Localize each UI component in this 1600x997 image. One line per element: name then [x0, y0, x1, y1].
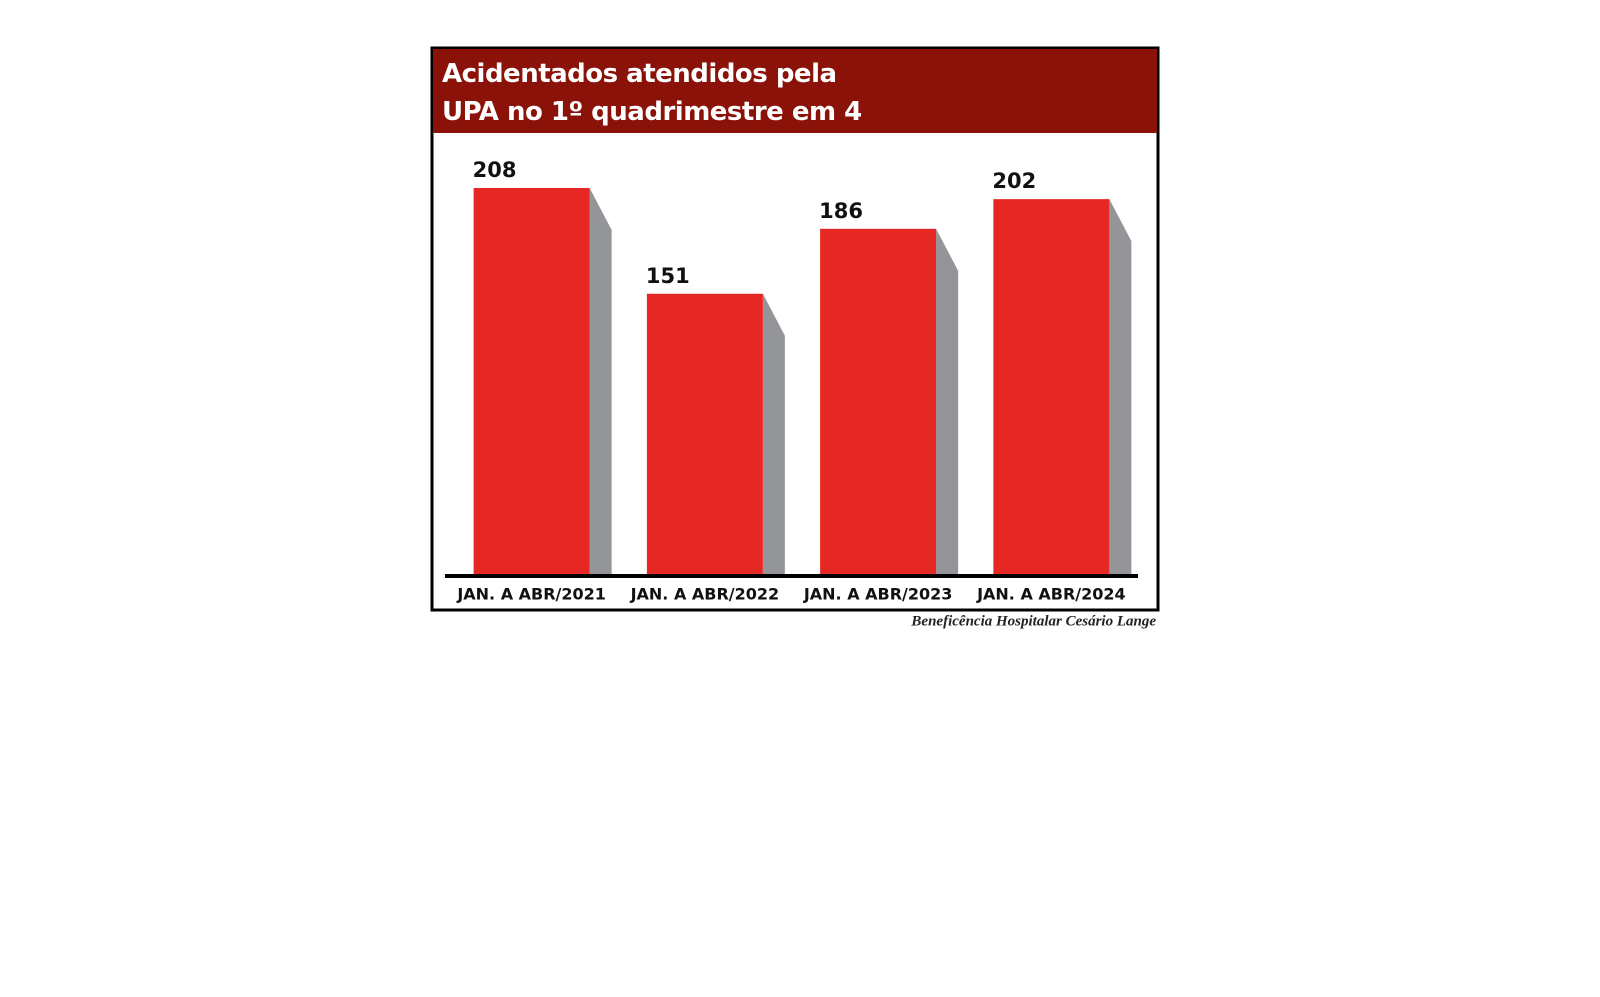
value-label: 202 [992, 169, 1036, 193]
x-tick-label: JAN. A ABR/2024 [976, 585, 1126, 604]
value-label: 208 [473, 158, 517, 182]
header-band [433, 49, 1157, 133]
bar-shadow [936, 228, 959, 575]
x-tick-label: JAN. A ABR/2021 [456, 585, 606, 604]
x-tick-label: JAN. A ABR/2023 [803, 585, 953, 604]
bar-shadow [1109, 199, 1132, 574]
bar-shadow [589, 188, 612, 574]
bar-shadow [762, 293, 785, 574]
chart-title: Acidentados atendidos pela UPA no 1º qua… [442, 59, 862, 165]
value-label: 186 [819, 199, 863, 223]
x-tick-label: JAN. A ABR/2022 [630, 585, 780, 604]
bar [993, 199, 1110, 574]
bar [646, 293, 763, 574]
value-label: 151 [646, 264, 690, 288]
source: Beneficência Hospitalar Cesário Lange [910, 613, 1156, 629]
bar [820, 228, 937, 575]
bar [473, 188, 590, 574]
